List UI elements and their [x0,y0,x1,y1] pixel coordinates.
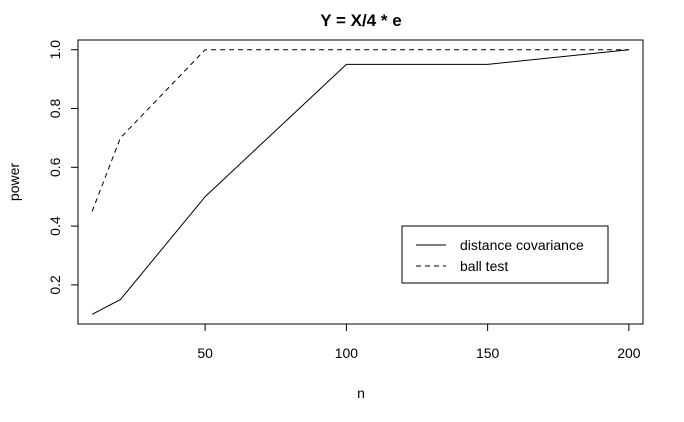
y-axis-label: power [6,163,22,201]
y-tick-label: 1.0 [47,40,63,60]
y-tick-label: 0.8 [47,99,63,119]
series-line-1 [91,49,629,212]
legend-box [401,225,609,284]
series-layer [91,49,629,315]
x-axis-label: n [357,385,365,401]
y-tick-label: 0.4 [47,216,63,236]
legend-label: ball test [460,258,508,274]
chart-title: Y = X/4 * e [320,11,401,30]
x-tick-label: 50 [197,345,213,361]
x-axis: 50 100 150 200 [197,323,641,361]
x-tick-label: 100 [335,345,359,361]
y-axis: 0.2 0.4 0.6 0.8 1.0 [47,40,79,295]
x-tick-label: 150 [476,345,500,361]
x-tick-label: 200 [617,345,641,361]
legend-label: distance covariance [460,237,584,253]
y-tick-label: 0.6 [47,157,63,177]
series-line-0 [91,49,629,315]
legend: distance covariance ball test [401,225,609,284]
y-tick-label: 0.2 [47,275,63,295]
